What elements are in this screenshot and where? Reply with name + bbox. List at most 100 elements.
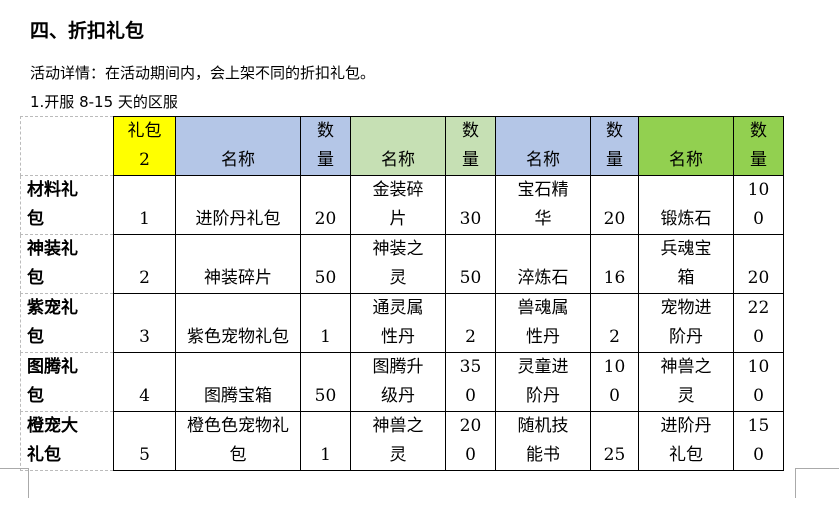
- table-cell: 宠物进阶丹: [638, 293, 734, 353]
- cell-text: 礼包2: [127, 121, 162, 170]
- table-cell: 50: [445, 234, 496, 294]
- cell-text: 200: [459, 416, 482, 465]
- table-cell: 神装之灵: [350, 234, 446, 294]
- cell-text: 220: [747, 298, 770, 347]
- cell-text: 名称: [381, 150, 415, 170]
- cell-text: 20: [603, 209, 626, 229]
- cell-text: 神装碎片: [204, 268, 272, 288]
- discount-gift-table: 礼包2 名称 数量 名称 数量 名称 数量 名称 数量 材料礼包 1 进阶丹礼包 20 金装碎片 30 宝石精…: [20, 116, 784, 471]
- cell-text: 数量: [462, 121, 479, 170]
- cell-text: 50: [314, 386, 337, 406]
- table-cell: 20: [590, 175, 639, 235]
- cell-text: 材料礼包: [27, 180, 78, 229]
- cell-text: 神兽之灵: [660, 357, 712, 406]
- header-cell: 名称: [638, 116, 734, 176]
- cell-text: 宝石精华: [517, 180, 569, 229]
- table-cell: 50: [300, 352, 351, 412]
- table-cell: 150: [733, 411, 784, 471]
- table-cell: 神装碎片: [175, 234, 301, 294]
- table-cell: 1: [300, 411, 351, 471]
- cell-text: 橙宠大礼包: [27, 416, 78, 465]
- table-cell: 金装碎片: [350, 175, 446, 235]
- page-corner-mark: [0, 468, 28, 469]
- cell-text: 100: [747, 180, 770, 229]
- header-cell: 数量: [300, 116, 351, 176]
- cell-text: 随机技能书: [517, 416, 569, 465]
- cell-text: 图腾升级丹: [372, 357, 424, 406]
- cell-text: 50: [459, 268, 482, 288]
- table-cell: 锻炼石: [638, 175, 734, 235]
- cell-text: 淬炼石: [517, 268, 569, 288]
- cell-text: 橙色色宠物礼包: [187, 416, 289, 465]
- table-cell: 神兽之灵: [350, 411, 446, 471]
- table-cell: 随机技能书: [495, 411, 591, 471]
- table-cell: 灵童进阶丹: [495, 352, 591, 412]
- table-cell: 350: [445, 352, 496, 412]
- row-label-cell: 图腾礼包: [20, 352, 114, 412]
- cell-text: 20: [314, 209, 337, 229]
- cell-text: 2: [139, 268, 150, 288]
- table-cell: 20: [733, 234, 784, 294]
- header-cell: 礼包2: [113, 116, 176, 176]
- table-cell: 通灵属性丹: [350, 293, 446, 353]
- table-header-row: 礼包2 名称 数量 名称 数量 名称 数量 名称 数量: [20, 116, 784, 176]
- header-cell: 名称: [175, 116, 301, 176]
- table-cell: 200: [445, 411, 496, 471]
- table-cell: 橙色色宠物礼包: [175, 411, 301, 471]
- cell-text: 20: [747, 268, 770, 288]
- table-cell: 5: [113, 411, 176, 471]
- cell-text: 进阶丹礼包: [195, 209, 281, 229]
- cell-text: 5: [139, 445, 150, 465]
- cell-text: 紫宠礼包: [27, 298, 78, 347]
- cell-text: 兵魂宝箱: [660, 239, 712, 288]
- table-cell: 进阶丹礼包: [638, 411, 734, 471]
- table-cell: 图腾宝箱: [175, 352, 301, 412]
- cell-text: 神兽之灵: [372, 416, 424, 465]
- page-corner-mark: [28, 468, 29, 498]
- cell-text: 神装礼包: [27, 239, 78, 288]
- table-row: 神装礼包 2 神装碎片 50 神装之灵 50 淬炼石 16 兵魂宝箱 20: [20, 234, 784, 294]
- table-cell: 图腾升级丹: [350, 352, 446, 412]
- table-cell: 神兽之灵: [638, 352, 734, 412]
- cell-text: 图腾礼包: [27, 357, 78, 406]
- cell-text: 100: [603, 357, 626, 406]
- cell-text: 数量: [750, 121, 767, 170]
- cell-text: 金装碎片: [372, 180, 424, 229]
- table-cell: 兵魂宝箱: [638, 234, 734, 294]
- header-cell: [20, 116, 114, 176]
- cell-text: 1: [139, 209, 150, 229]
- cell-text: 1: [320, 327, 331, 347]
- row-label-cell: 神装礼包: [20, 234, 114, 294]
- cell-text: 灵童进阶丹: [517, 357, 569, 406]
- cell-text: 名称: [221, 150, 255, 170]
- row-label-cell: 橙宠大礼包: [20, 411, 114, 471]
- table-cell: 1: [300, 293, 351, 353]
- table-cell: 2: [590, 293, 639, 353]
- table-cell: 50: [300, 234, 351, 294]
- cell-text: 兽魂属性丹: [517, 298, 569, 347]
- cell-text: 数量: [317, 121, 334, 170]
- cell-text: 宠物进阶丹: [660, 298, 712, 347]
- table-cell: 20: [300, 175, 351, 235]
- header-cell: 名称: [495, 116, 591, 176]
- table-cell: 4: [113, 352, 176, 412]
- cell-text: 30: [459, 209, 482, 229]
- cell-text: 100: [747, 357, 770, 406]
- cell-text: 数量: [606, 121, 623, 170]
- header-cell: 数量: [733, 116, 784, 176]
- table-cell: 2: [113, 234, 176, 294]
- header-cell: 名称: [350, 116, 446, 176]
- table-cell: 220: [733, 293, 784, 353]
- table-cell: 3: [113, 293, 176, 353]
- table-cell: 30: [445, 175, 496, 235]
- cell-text: 4: [139, 386, 150, 406]
- table-row: 紫宠礼包 3 紫色宠物礼包 1 通灵属性丹 2 兽魂属性丹 2 宠物进阶丹 220: [20, 293, 784, 353]
- table-cell: 2: [445, 293, 496, 353]
- cell-text: 神装之灵: [372, 239, 424, 288]
- cell-text: 2: [609, 327, 620, 347]
- header-cell: 数量: [445, 116, 496, 176]
- table-row: 图腾礼包 4 图腾宝箱 50 图腾升级丹 350 灵童进阶丹 100 神兽之灵 100: [20, 352, 784, 412]
- cell-text: 名称: [526, 150, 560, 170]
- header-cell: 数量: [590, 116, 639, 176]
- table-cell: 进阶丹礼包: [175, 175, 301, 235]
